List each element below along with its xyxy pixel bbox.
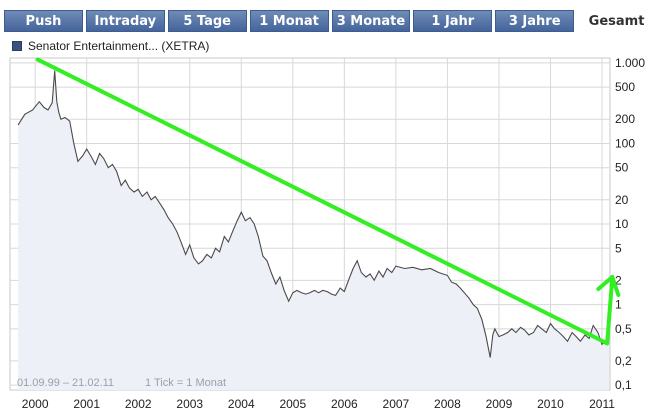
y-tick-label: 1.000 [615, 56, 645, 70]
x-tick-label: 2010 [537, 397, 564, 411]
trend-line [35, 57, 610, 346]
y-tick-label: 500 [615, 80, 635, 94]
x-tick-label: 2002 [125, 397, 152, 411]
y-tick-label: 10 [615, 217, 629, 231]
x-tick-label: 2000 [22, 397, 49, 411]
x-tick-label: 2007 [383, 397, 410, 411]
tab-5-tage[interactable]: 5 Tage [167, 10, 247, 32]
x-tick-label: 2011 [589, 397, 615, 411]
y-tick-label: 5 [615, 241, 622, 255]
tab-1-monat[interactable]: 1 Monat [249, 10, 329, 32]
y-tick-label: 20 [615, 193, 629, 207]
tab-3-jahre[interactable]: 3 Jahre [495, 10, 575, 32]
series-line [17, 70, 610, 358]
x-tick-label: 2006 [331, 397, 358, 411]
tab-intraday[interactable]: Intraday [85, 10, 165, 32]
y-tick-label: 100 [615, 136, 635, 150]
series-area [18, 70, 610, 390]
x-tick-label: 2004 [228, 397, 255, 411]
y-tick-label: 1 [615, 298, 622, 312]
date-range-label: 01.09.99 – 21.02.11 [17, 377, 114, 389]
y-tick-label: 0,2 [615, 354, 632, 368]
y-tick-label: 200 [615, 112, 635, 126]
rebound-arrow-head [596, 274, 621, 297]
y-tick-label: 2 [615, 273, 622, 287]
y-tick-label: 0,5 [615, 322, 632, 336]
tab-gesamt[interactable]: Gesamt [577, 10, 656, 32]
tab-3-monate[interactable]: 3 Monate [331, 10, 411, 32]
period-tab-bar: Push Intraday 5 Tage 1 Monat 3 Monate 1 Jahr 3… [4, 10, 656, 32]
tab-1-jahr[interactable]: 1 Jahr [413, 10, 493, 32]
x-tick-label: 2003 [176, 397, 203, 411]
x-tick-label: 2001 [73, 397, 100, 411]
tick-interval-label: 1 Tick = 1 Monat [145, 377, 226, 389]
y-tick-label: 0,1 [615, 378, 632, 392]
x-tick-label: 2008 [434, 397, 461, 411]
x-tick-label: 2009 [486, 397, 513, 411]
chart-legend: Senator Entertainment... (XETRA) [12, 38, 209, 54]
rebound-arrow-line [605, 274, 615, 346]
tab-push[interactable]: Push [4, 10, 83, 32]
y-tick-label: 50 [615, 161, 629, 175]
legend-label: Senator Entertainment... (XETRA) [28, 39, 210, 53]
legend-swatch [12, 41, 22, 51]
x-tick-label: 2005 [279, 397, 306, 411]
